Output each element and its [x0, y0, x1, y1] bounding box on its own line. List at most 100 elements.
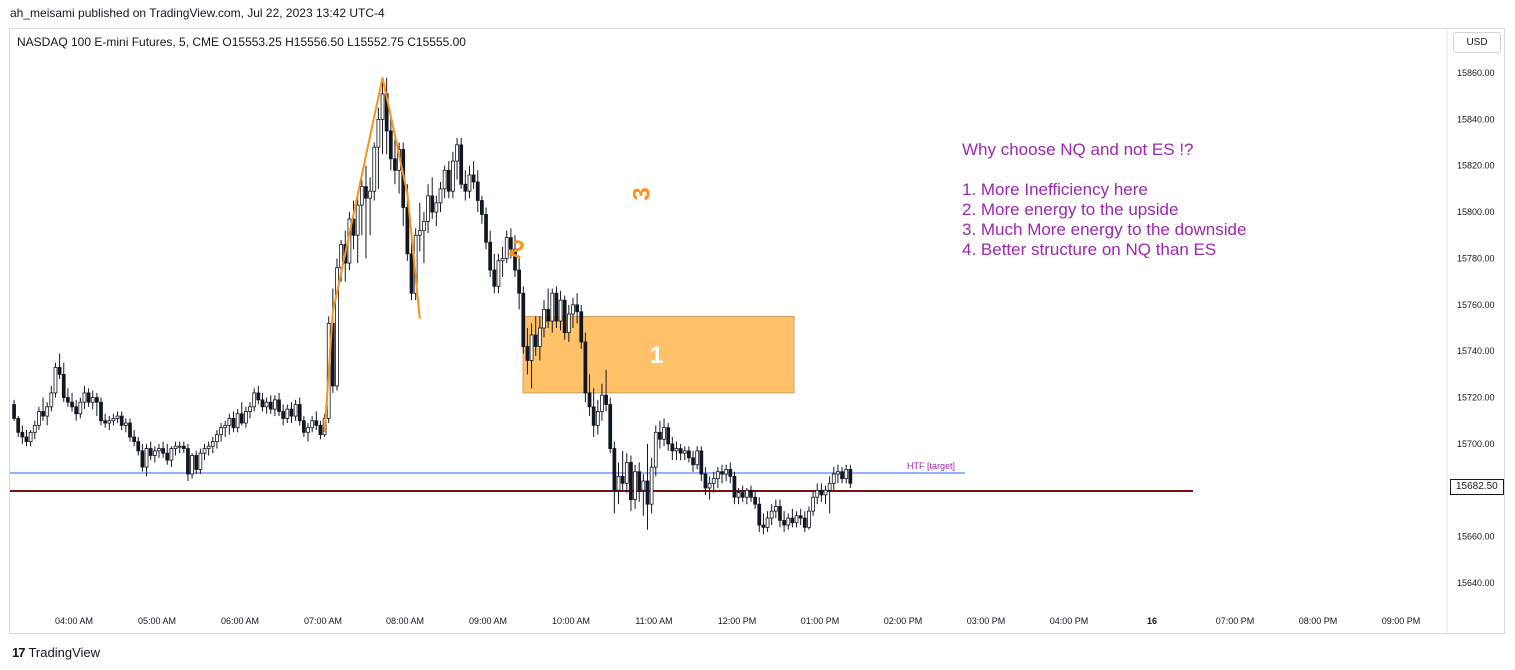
candle-body — [177, 445, 182, 448]
candle-body — [297, 404, 302, 422]
x-tick-label: 07:00 AM — [304, 616, 342, 626]
candle-body — [438, 188, 443, 204]
candle-body — [244, 411, 248, 424]
symbol-ohlc-legend[interactable]: NASDAQ 100 E-mini Futures, 5, CME O15553… — [17, 35, 466, 49]
x-tick-label: 01:00 PM — [801, 616, 840, 626]
candle-body — [819, 489, 824, 496]
candle-body — [649, 466, 654, 505]
candle-body — [219, 427, 223, 436]
wave-path-line[interactable] — [323, 77, 421, 433]
candle-body — [335, 267, 339, 387]
candle-body — [612, 448, 617, 491]
candle-body — [53, 367, 58, 394]
candle-body — [480, 200, 484, 215]
candle-body — [463, 183, 468, 192]
candle-body — [749, 489, 753, 498]
candle-body — [616, 475, 621, 491]
candle-body — [550, 292, 555, 322]
candle-body — [181, 445, 186, 449]
y-tick-label: 15860.00 — [1457, 68, 1495, 78]
candle-body — [281, 411, 286, 419]
candle-body — [604, 394, 608, 405]
candle-body — [86, 392, 91, 403]
candle-body — [728, 469, 733, 477]
candle-body — [558, 299, 563, 322]
candle-body — [198, 452, 203, 470]
candle-body — [815, 489, 820, 498]
candle-body — [248, 406, 252, 412]
x-tick-label: 16 — [1147, 616, 1157, 626]
candle-body — [260, 399, 265, 408]
chart-frame[interactable] — [9, 28, 1505, 634]
candle-body — [123, 422, 128, 426]
candle-body — [206, 445, 211, 449]
demand-zone-box[interactable] — [522, 315, 795, 394]
candle-body — [417, 230, 422, 236]
candle-body — [405, 207, 410, 255]
candle-body — [422, 220, 426, 232]
candle-body — [666, 427, 671, 445]
candle-body — [496, 260, 501, 287]
candle-body — [579, 311, 584, 343]
candle-body — [542, 309, 546, 329]
candle-body — [773, 506, 778, 512]
x-tick-label: 06:00 AM — [221, 616, 259, 626]
candle-body — [629, 462, 633, 500]
candle-body — [132, 436, 137, 442]
candle-body — [277, 399, 281, 412]
candle-body — [426, 195, 430, 222]
note-annotation[interactable]: Why choose NQ and not ES !? 1. More Inef… — [962, 140, 1246, 260]
candle-body — [61, 373, 66, 398]
candle-body — [434, 202, 439, 213]
candle-body — [658, 431, 662, 440]
candle-body — [169, 448, 174, 461]
candle-body — [546, 309, 550, 322]
candle-body — [41, 411, 45, 417]
candle-body — [355, 204, 360, 236]
candle-body — [624, 462, 629, 484]
candle-body — [368, 190, 372, 199]
candle-body — [268, 401, 273, 410]
candle-body — [57, 367, 62, 375]
candle-body — [823, 489, 828, 496]
candle-body — [37, 411, 41, 426]
x-tick-label: 08:00 AM — [386, 616, 424, 626]
candle-body — [273, 399, 277, 410]
candle-body — [252, 392, 257, 408]
candle-body — [455, 144, 459, 162]
candle-body — [620, 475, 625, 484]
x-tick-label: 03:00 PM — [967, 616, 1006, 626]
candle-body — [12, 404, 16, 419]
candle-body — [235, 413, 240, 429]
candle-body — [521, 292, 526, 347]
y-tick-label: 15840.00 — [1457, 114, 1495, 124]
candle-body — [641, 480, 646, 491]
candle-body — [409, 253, 414, 294]
candle-body — [513, 248, 517, 271]
y-tick-label: 15820.00 — [1457, 161, 1495, 171]
candle-body — [769, 510, 774, 519]
y-tick-label: 15740.00 — [1457, 346, 1495, 356]
candle-body — [591, 406, 596, 426]
candle-body — [798, 515, 803, 519]
candle-body — [152, 450, 157, 456]
candle-body — [678, 448, 683, 454]
candle-body — [310, 420, 315, 429]
candle-body — [165, 452, 170, 461]
candle-body — [144, 448, 149, 468]
footer-brand[interactable]: 17 TradingView — [12, 645, 100, 660]
note-item: 4. Better structure on NQ than ES — [962, 240, 1217, 259]
x-tick-label: 02:00 PM — [884, 616, 923, 626]
candle-body — [380, 93, 385, 120]
y-tick-label: 15780.00 — [1457, 253, 1495, 263]
candle-body — [306, 427, 310, 433]
currency-button[interactable]: USD — [1453, 32, 1501, 53]
y-tick-label: 15720.00 — [1457, 393, 1495, 403]
candle-body — [471, 174, 476, 183]
candle-body — [736, 492, 741, 498]
footer-brand-text: TradingView — [28, 645, 101, 660]
candle-body — [264, 401, 269, 408]
candle-body — [210, 441, 215, 447]
y-tick-label: 15660.00 — [1457, 532, 1495, 542]
